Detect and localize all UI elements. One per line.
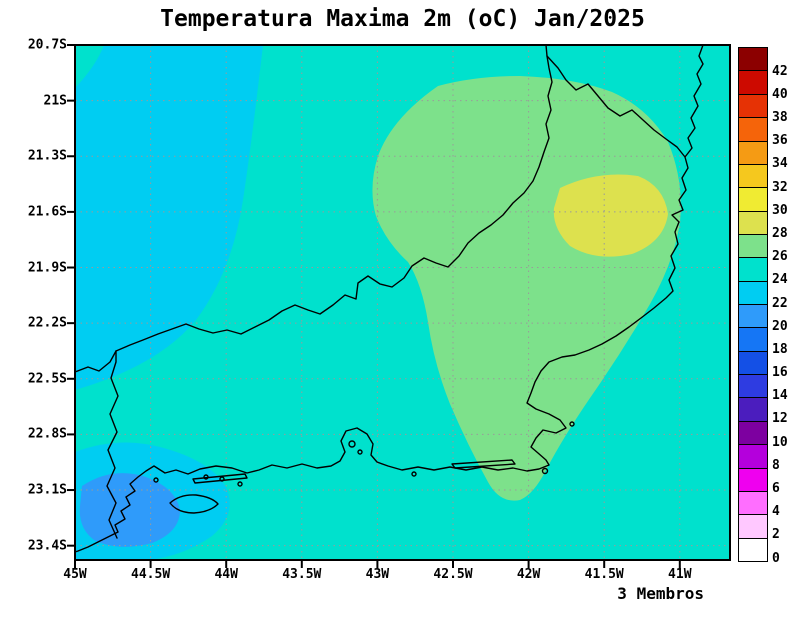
small-island — [541, 467, 549, 475]
colorbar-segment-20-22 — [739, 304, 767, 328]
field-22-24-northwest-band — [75, 45, 263, 390]
small-island — [357, 449, 363, 455]
marambaia-spit — [192, 473, 248, 484]
colorbar-segment-26-28 — [739, 233, 767, 258]
small-island — [569, 421, 575, 427]
colorbar-segment-14-16 — [739, 374, 767, 398]
state-border-sao-paulo — [106, 350, 119, 539]
colorbar-segment-18-20 — [739, 327, 767, 351]
colorbar-segment-28-30 — [739, 210, 767, 234]
colorbar-segment-12-14 — [739, 397, 767, 421]
colorbar-segment-22-24 — [739, 280, 767, 305]
state-border-espirito-santo — [546, 55, 686, 158]
colorbar-segment-4-6 — [739, 490, 767, 515]
plot-frame — [74, 44, 731, 561]
colorbar-segment-36-38 — [739, 117, 767, 141]
coastline-and-borders — [75, 45, 704, 553]
colorbar-segment-34-36 — [739, 140, 767, 164]
araruama-lagoon — [451, 459, 516, 469]
filled-contours — [75, 45, 730, 560]
colorbar-segment-10-12 — [739, 420, 767, 445]
plot-title: Temperatura Maxima 2m (oC) Jan/2025 — [160, 6, 645, 32]
field-28-30-patch — [553, 174, 668, 257]
ilha-grande-island — [169, 494, 219, 514]
colorbar — [738, 47, 768, 562]
grid-lines — [75, 45, 730, 560]
small-island — [237, 481, 243, 487]
small-island — [153, 477, 159, 483]
colorbar-segment-8-10 — [739, 444, 767, 468]
colorbar-segment-6-8 — [739, 467, 767, 491]
coastline-path — [75, 45, 704, 553]
colorbar-segment-2-4 — [739, 514, 767, 538]
small-island — [411, 471, 417, 477]
colorbar-segment-30-32 — [739, 187, 767, 211]
small-island — [203, 474, 209, 480]
field-20-22-southwest-core — [79, 473, 180, 547]
small-island — [348, 440, 356, 448]
colorbar-segment-0-2 — [739, 537, 767, 561]
axis-ticks — [67, 44, 681, 568]
colorbar-segment-38-40 — [739, 93, 767, 118]
colorbar-segment-16-18 — [739, 350, 767, 375]
colorbar-segment-40-42 — [739, 70, 767, 94]
colorbar-segment-32-34 — [739, 163, 767, 188]
small-island — [219, 476, 225, 482]
colorbar-segments — [739, 48, 767, 561]
colorbar-segment-42-44 — [739, 48, 767, 71]
state-border-minas-gerais — [75, 45, 553, 373]
colorbar-segment-24-26 — [739, 257, 767, 281]
ensemble-members-note: 3 Membros — [617, 584, 704, 603]
